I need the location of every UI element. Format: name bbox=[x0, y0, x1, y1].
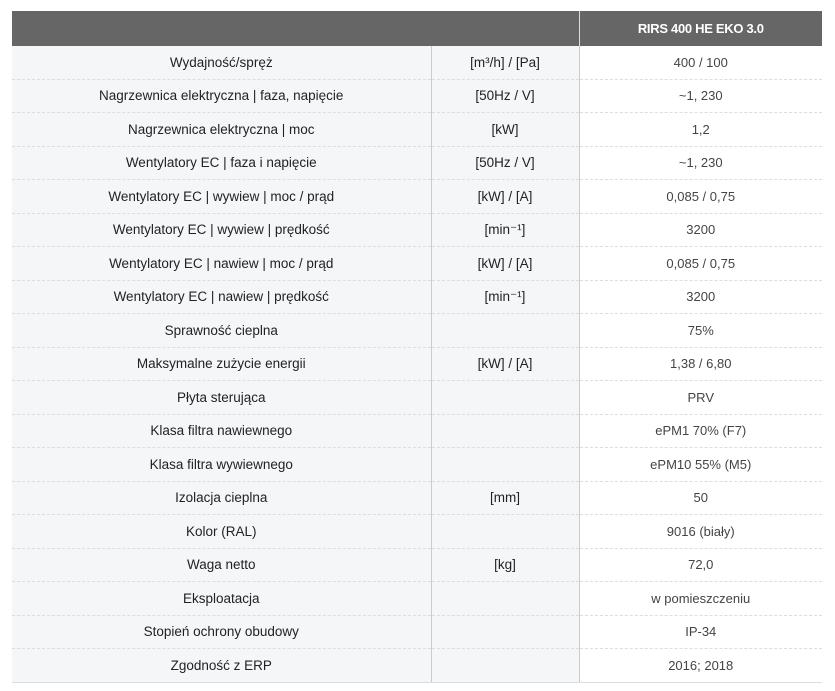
unit-cell: [mm] bbox=[430, 481, 579, 515]
value-cell: ePM1 70% (F7) bbox=[578, 414, 822, 448]
value-cell: PRV bbox=[578, 380, 822, 415]
value-cell: 0,085 / 0,75 bbox=[578, 179, 822, 214]
unit-cell: [50Hz / V] bbox=[430, 146, 579, 180]
table-row: Waga netto [kg] 72,0 bbox=[12, 548, 822, 582]
param-cell: Wentylatory EC | wywiew | prędkość bbox=[12, 213, 431, 247]
param-cell: Wentylatory EC | faza i napięcie bbox=[12, 146, 431, 180]
param-cell: Stopień ochrony obudowy bbox=[12, 615, 431, 649]
table-row: Klasa filtra wywiewnego ePM10 55% (M5) bbox=[12, 447, 822, 482]
unit-cell: [kW] bbox=[430, 112, 579, 147]
unit-cell bbox=[430, 615, 579, 649]
param-cell: Wydajność/spręż bbox=[12, 46, 431, 80]
table-row: Wydajność/spręż [m³/h] / [Pa] 400 / 100 bbox=[12, 46, 822, 80]
table-row: Wentylatory EC | faza i napięcie [50Hz / … bbox=[12, 146, 822, 180]
header-blank bbox=[12, 11, 579, 46]
table-row: Klasa filtra nawiewnego ePM1 70% (F7) bbox=[12, 414, 822, 448]
spec-table: RIRS 400 HE EKO 3.0 Wydajność/spręż [m³/h… bbox=[12, 11, 822, 683]
table-row: Nagrzewnica elektryczna | moc [kW] 1,2 bbox=[12, 112, 822, 147]
table-row: Wentylatory EC | nawiew | moc / prąd [kW]… bbox=[12, 246, 822, 281]
header-model: RIRS 400 HE EKO 3.0 bbox=[578, 11, 822, 46]
param-cell: Wentylatory EC | nawiew | moc / prąd bbox=[12, 246, 431, 281]
unit-cell bbox=[430, 414, 579, 448]
param-cell: Klasa filtra wywiewnego bbox=[12, 447, 431, 482]
value-cell: 1,2 bbox=[578, 112, 822, 147]
value-cell: 72,0 bbox=[578, 548, 822, 582]
value-cell: 1,38 / 6,80 bbox=[578, 347, 822, 381]
value-cell: 2016; 2018 bbox=[578, 648, 822, 683]
param-cell: Kolor (RAL) bbox=[12, 514, 431, 549]
value-cell: ~1, 230 bbox=[578, 146, 822, 180]
value-cell: ePM10 55% (M5) bbox=[578, 447, 822, 482]
unit-cell: [kW] / [A] bbox=[430, 347, 579, 381]
table-row: Nagrzewnica elektryczna | faza, napięcie… bbox=[12, 79, 822, 113]
param-cell: Eksploatacja bbox=[12, 581, 431, 616]
table-row: Maksymalne zużycie energii [kW] / [A] 1,38… bbox=[12, 347, 822, 381]
table-row: Sprawność cieplna 75% bbox=[12, 313, 822, 348]
param-cell: Płyta sterująca bbox=[12, 380, 431, 415]
value-cell: 9016 (biały) bbox=[578, 514, 822, 549]
table-row: Izolacja cieplna [mm] 50 bbox=[12, 481, 822, 515]
param-cell: Sprawność cieplna bbox=[12, 313, 431, 348]
param-cell: Nagrzewnica elektryczna | faza, napięcie bbox=[12, 79, 431, 113]
table-row: Wentylatory EC | wywiew | moc / prąd [kW]… bbox=[12, 179, 822, 214]
value-cell: 3200 bbox=[578, 213, 822, 247]
param-cell: Nagrzewnica elektryczna | moc bbox=[12, 112, 431, 147]
unit-cell bbox=[430, 447, 579, 482]
unit-cell: [min⁻¹] bbox=[430, 213, 579, 247]
value-cell: w pomieszczeniu bbox=[578, 581, 822, 616]
unit-cell: [min⁻¹] bbox=[430, 280, 579, 314]
param-cell: Wentylatory EC | wywiew | moc / prąd bbox=[12, 179, 431, 214]
unit-cell bbox=[430, 313, 579, 348]
unit-cell bbox=[430, 380, 579, 415]
table-row: Wentylatory EC | wywiew | prędkość [min⁻¹… bbox=[12, 213, 822, 247]
table-row: Wentylatory EC | nawiew | prędkość [min⁻¹… bbox=[12, 280, 822, 314]
param-cell: Klasa filtra nawiewnego bbox=[12, 414, 431, 448]
unit-cell bbox=[430, 514, 579, 549]
table-row: Zgodność z ERP 2016; 2018 bbox=[12, 648, 822, 683]
unit-cell: [m³/h] / [Pa] bbox=[430, 46, 579, 80]
unit-cell: [kW] / [A] bbox=[430, 179, 579, 214]
param-cell: Wentylatory EC | nawiew | prędkość bbox=[12, 280, 431, 314]
param-cell: Zgodność z ERP bbox=[12, 648, 431, 683]
value-cell: ~1, 230 bbox=[578, 79, 822, 113]
table-row: Płyta sterująca PRV bbox=[12, 380, 822, 415]
value-cell: 400 / 100 bbox=[578, 46, 822, 80]
value-cell: 75% bbox=[578, 313, 822, 348]
value-cell: IP-34 bbox=[578, 615, 822, 649]
unit-cell bbox=[430, 581, 579, 616]
param-cell: Izolacja cieplna bbox=[12, 481, 431, 515]
unit-cell bbox=[430, 648, 579, 683]
unit-cell: [kg] bbox=[430, 548, 579, 582]
value-cell: 50 bbox=[578, 481, 822, 515]
table-row: Kolor (RAL) 9016 (biały) bbox=[12, 514, 822, 549]
value-cell: 3200 bbox=[578, 280, 822, 314]
table-row: Stopień ochrony obudowy IP-34 bbox=[12, 615, 822, 649]
unit-cell: [kW] / [A] bbox=[430, 246, 579, 281]
table-row: Eksploatacja w pomieszczeniu bbox=[12, 581, 822, 616]
value-cell: 0,085 / 0,75 bbox=[578, 246, 822, 281]
unit-cell: [50Hz / V] bbox=[430, 79, 579, 113]
param-cell: Maksymalne zużycie energii bbox=[12, 347, 431, 381]
table-header: RIRS 400 HE EKO 3.0 bbox=[12, 11, 822, 46]
param-cell: Waga netto bbox=[12, 548, 431, 582]
